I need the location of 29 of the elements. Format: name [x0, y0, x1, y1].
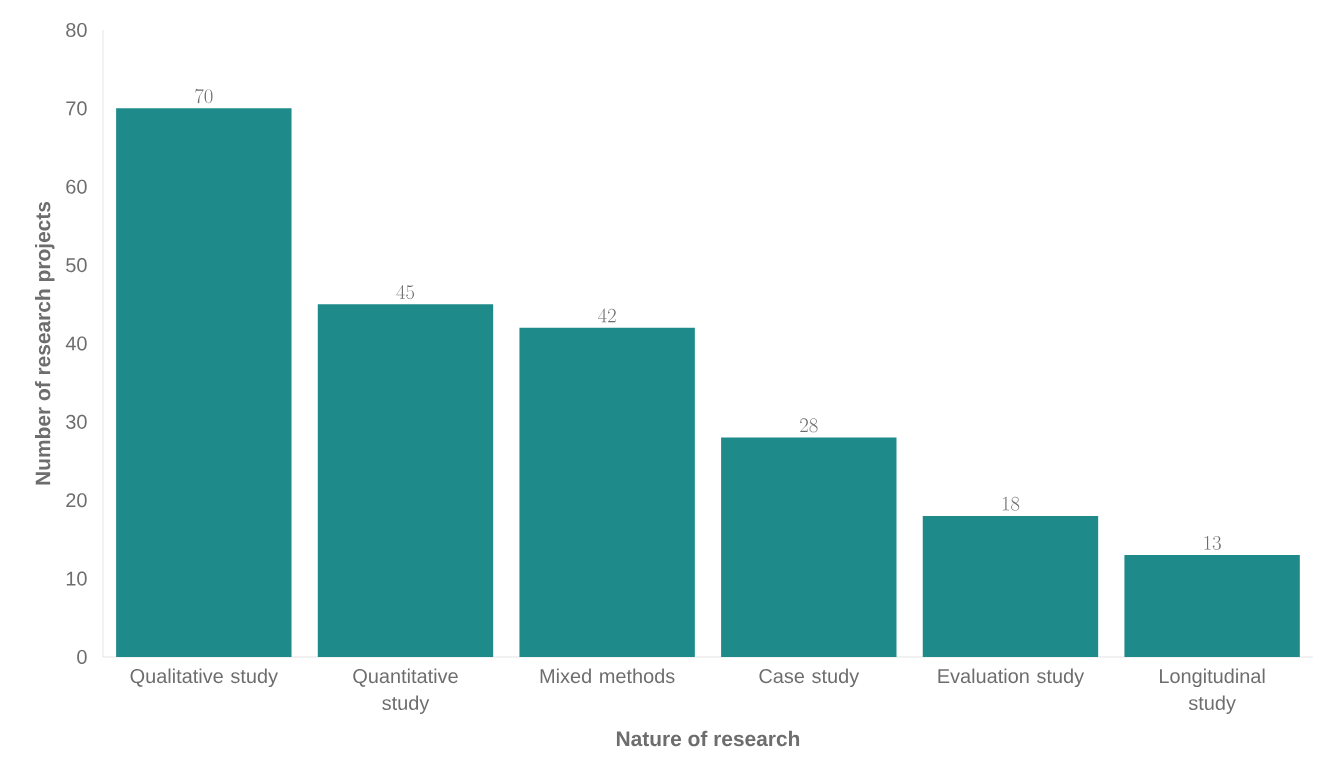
bar	[116, 108, 292, 657]
data-label: 45	[396, 284, 415, 300]
x-tick-label: Case study	[759, 668, 860, 688]
x-tick-label: Evaluation study	[938, 668, 1085, 688]
bar	[519, 327, 695, 657]
x-tick-label: Qualitative study	[130, 668, 278, 688]
bar	[1124, 555, 1300, 657]
x-tick-label: Mixed methods	[540, 668, 675, 684]
y-tick-label: 30	[66, 414, 87, 429]
bar	[721, 437, 897, 657]
y-tick-label: 0	[77, 649, 87, 665]
data-label: 42	[598, 308, 616, 323]
y-tick-label: 60	[66, 179, 87, 194]
y-axis-title: Number of research projects	[34, 201, 55, 485]
data-label: 13	[1204, 535, 1221, 550]
data-label: 70	[195, 88, 213, 104]
y-tick-label: 70	[66, 101, 87, 116]
data-label: 18	[1002, 496, 1020, 511]
y-tick-label: 80	[66, 22, 87, 38]
y-tick-label: 10	[66, 571, 87, 586]
bar	[317, 304, 494, 657]
y-tick-label: 20	[66, 493, 87, 508]
x-tick-label: Quantitative study	[353, 668, 458, 714]
y-tick-label: 40	[65, 336, 87, 351]
x-tick-label: Longitudinal study	[1160, 668, 1265, 714]
data-label: 28	[800, 418, 818, 433]
y-tick-label: 50	[66, 258, 87, 273]
bar	[922, 515, 1099, 657]
x-axis-title: Nature of research	[616, 730, 800, 747]
